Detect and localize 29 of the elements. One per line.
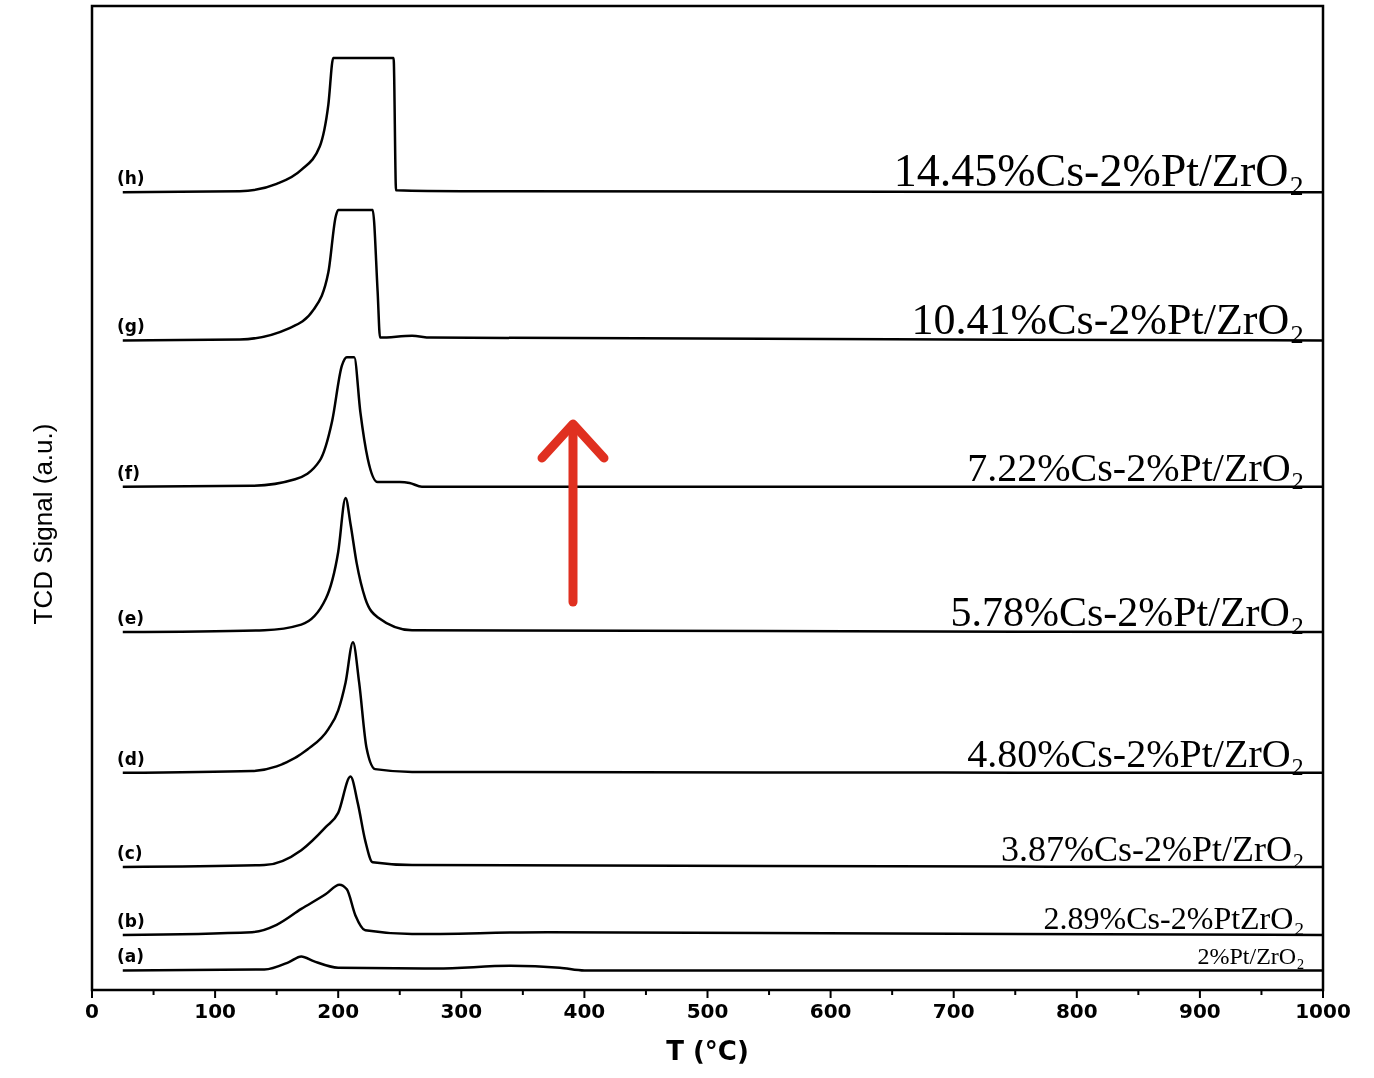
series-label: (g) [117,316,145,337]
series-label: (f) [117,462,140,483]
annotation: 4.80%Cs-2%Pt/ZrO₂ [967,730,1305,776]
annotation: 10.41%Cs-2%Pt/ZrO₂ [911,295,1305,345]
x-axis-title: T (°C) [666,1036,749,1066]
series-label: (h) [117,168,145,189]
annotation: 7.22%Cs-2%Pt/ZrO₂ [967,444,1305,490]
series-label: (d) [117,748,145,769]
series-label: (c) [117,842,143,863]
x-tick-label: 600 [809,999,852,1023]
annotation: 3.87%Cs-2%Pt/ZrO₂ [1000,828,1305,869]
x-tick-label: 400 [563,999,606,1023]
x-tick-label: 100 [194,999,236,1023]
x-tick-label: 500 [686,999,729,1023]
annotation: 5.78%Cs-2%Pt/ZrO₂ [950,589,1305,636]
annotation: 14.45%Cs-2%Pt/ZrO₂ [893,145,1305,197]
series-label: (b) [117,911,145,932]
y-axis-title: TCD Signal (a.u.) [28,423,58,625]
x-tick-label: 0 [85,999,99,1023]
annotation: 2.89%Cs-2%PtZrO₂ [1043,900,1305,937]
x-tick-label: 300 [440,999,483,1023]
series-label: (e) [117,608,145,629]
x-tick-label: 800 [1055,999,1098,1023]
x-tick-label: 700 [932,999,975,1023]
series-label: (a) [117,946,145,967]
x-tick-label: 200 [317,999,360,1023]
annotation: 2%Pt/ZrO₂ [1197,943,1305,970]
x-tick-label: 1000 [1295,999,1351,1023]
x-tick-label: 900 [1179,999,1221,1023]
